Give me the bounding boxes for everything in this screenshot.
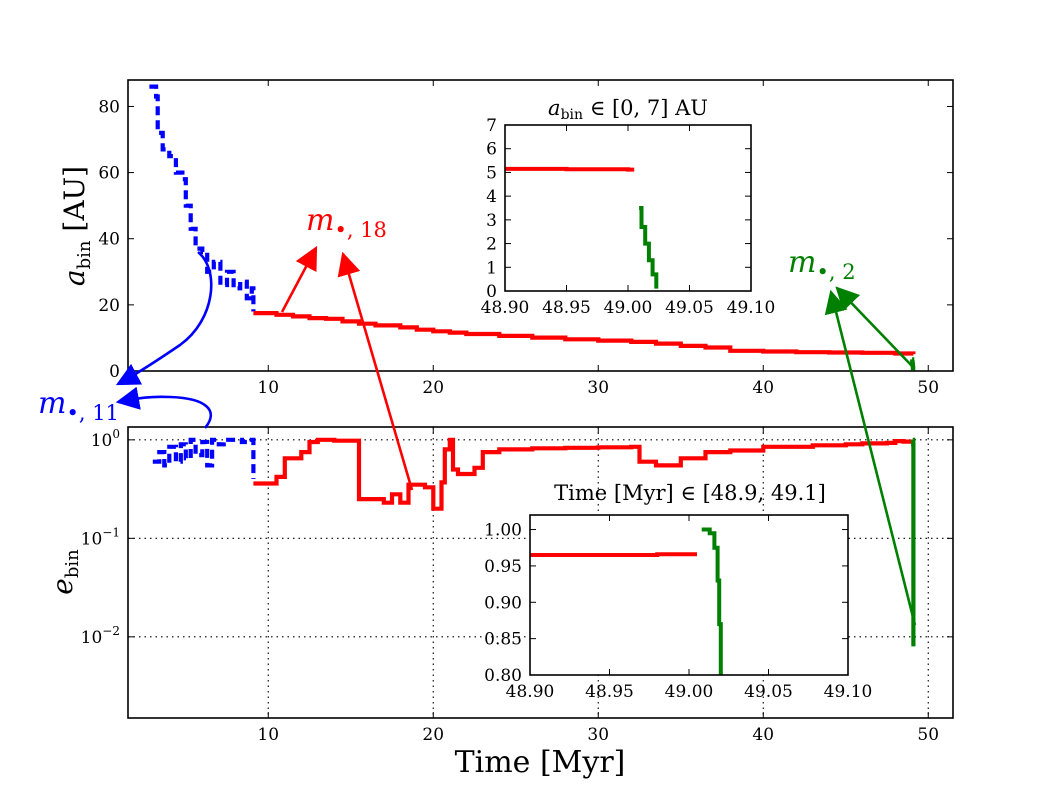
x-tick-label: 49.00 — [665, 682, 714, 702]
inset-bottom-y-ticks: 0.80 0.85 0.90 0.95 1.00 — [484, 521, 848, 686]
y-tick-exponent: 0 — [112, 427, 120, 441]
y-tick-base: 10 — [91, 431, 113, 451]
y-tick-label: 80 — [98, 97, 120, 117]
inset-bottom-series-group — [530, 527, 723, 675]
y-tick-label: 10−2 — [81, 624, 120, 648]
top-axes-frame — [127, 79, 954, 372]
y-tick-label: 1.00 — [484, 521, 522, 541]
inset-top-y-ticks: 0 1 2 3 4 5 6 7 — [486, 116, 751, 302]
series-line-m_bullet_2 — [911, 437, 916, 647]
x-tick-label: 48.90 — [481, 298, 530, 318]
y-tick-label: 0 — [109, 362, 120, 382]
annotation-m11-arrow-bottom — [115, 386, 212, 429]
series-line-m_bullet_18 — [253, 311, 916, 356]
y-tick-label: 0 — [486, 282, 497, 302]
annotation-m11-label: m•, 11 — [38, 386, 119, 425]
x-tick-label: 49.05 — [744, 682, 793, 702]
y-tick-label: 5 — [486, 163, 497, 183]
top-y-axis-label: abin [AU] — [58, 166, 95, 286]
inset-top-panel: 48.90 48.95 49.00 49.05 49.10 0 1 2 3 4 5 6 7 abin … — [481, 96, 776, 318]
annotation-m11: m•, 11 — [38, 250, 213, 429]
series-line-red — [505, 166, 635, 172]
x-tick-label: 48.95 — [585, 682, 634, 702]
y-tick-base: 10 — [81, 628, 103, 648]
x-tick-label: 10 — [257, 725, 279, 745]
y-tick-label: 100 — [91, 427, 120, 451]
x-tick-label: 40 — [752, 378, 774, 398]
annotation-m18-arrow-right — [337, 251, 414, 491]
y-tick-label: 0.85 — [484, 630, 522, 650]
bottom-x-ticks: 10 20 30 40 50 — [257, 427, 939, 745]
series-line-m_bullet_11 — [149, 84, 256, 312]
y-tick-base: 10 — [81, 529, 103, 549]
bottom-x-axis-label: Time [Myr] — [455, 745, 626, 780]
x-tick-label: 49.10 — [727, 298, 776, 318]
series-line-green — [701, 527, 723, 675]
annotation-m2-label: m•, 2 — [788, 245, 856, 284]
y-tick-label: 60 — [98, 164, 120, 184]
y-tick-label: 7 — [486, 116, 497, 136]
series-line-m_bullet_11 — [152, 437, 256, 479]
annotation-m18-arrow-left — [280, 245, 318, 313]
x-tick-label: 20 — [422, 378, 444, 398]
x-tick-label: 48.95 — [542, 298, 591, 318]
x-tick-label: 48.90 — [506, 682, 555, 702]
x-tick-label: 50 — [917, 378, 939, 398]
x-tick-label: 49.10 — [824, 682, 873, 702]
inset-bottom-x-ticks: 48.90 48.95 49.00 49.05 49.10 — [506, 515, 873, 702]
inset-top-title: abin ∈ [0, 7] AU — [548, 96, 708, 123]
x-tick-label: 30 — [587, 378, 609, 398]
bottom-axes-frame — [127, 426, 954, 719]
annotation-m2: m•, 2 — [788, 245, 917, 626]
x-tick-label: 49.00 — [604, 298, 653, 318]
annotation-m18-label: m•, 18 — [306, 203, 387, 242]
y-tick-label: 20 — [98, 296, 120, 316]
x-tick-label: 50 — [917, 725, 939, 745]
inset-bottom-title: Time [Myr] ∈ [48.9, 49.1] — [554, 481, 826, 505]
y-tick-exponent: −2 — [102, 624, 120, 638]
bottom-series-group — [152, 437, 916, 647]
y-tick-label: 6 — [486, 140, 497, 160]
x-tick-label: 10 — [257, 378, 279, 398]
y-tick-label: 40 — [98, 230, 120, 250]
inset-bottom-background — [530, 515, 848, 675]
annotation-m2-arrow-top — [835, 286, 913, 367]
series-line-red — [530, 552, 697, 557]
y-tick-label: 4 — [486, 187, 497, 207]
inset-top-x-ticks: 48.90 48.95 49.00 49.05 49.10 — [481, 125, 776, 318]
bottom-y-axis-label: ebin — [46, 549, 83, 595]
y-tick-label: 0.95 — [484, 557, 522, 577]
annotation-m11-arrow-top — [115, 250, 213, 386]
y-tick-label: 1 — [486, 258, 497, 278]
top-x-ticks: 10 20 30 40 50 — [257, 80, 939, 398]
x-tick-label: 40 — [752, 725, 774, 745]
x-tick-label: 30 — [587, 725, 609, 745]
inset-top-series-group — [505, 166, 659, 289]
series-line-m_bullet_18 — [253, 437, 915, 511]
y-tick-label: 3 — [486, 211, 497, 231]
annotation-m18: m•, 18 — [280, 203, 414, 491]
annotation-m2-arrow-bottom — [824, 289, 917, 626]
y-tick-label: 10−1 — [81, 525, 120, 549]
y-tick-label: 0.90 — [484, 593, 522, 613]
x-tick-label: 49.05 — [665, 298, 714, 318]
series-line-green — [639, 206, 659, 289]
x-tick-label: 20 — [422, 725, 444, 745]
y-tick-label: 2 — [486, 235, 497, 255]
inset-top-background — [505, 125, 751, 291]
y-tick-exponent: −1 — [102, 525, 120, 539]
inset-bottom-panel: 48.90 48.95 49.00 49.05 49.10 0.800.850.900.… — [484, 481, 872, 702]
y-tick-label: 0.80 — [484, 666, 522, 686]
